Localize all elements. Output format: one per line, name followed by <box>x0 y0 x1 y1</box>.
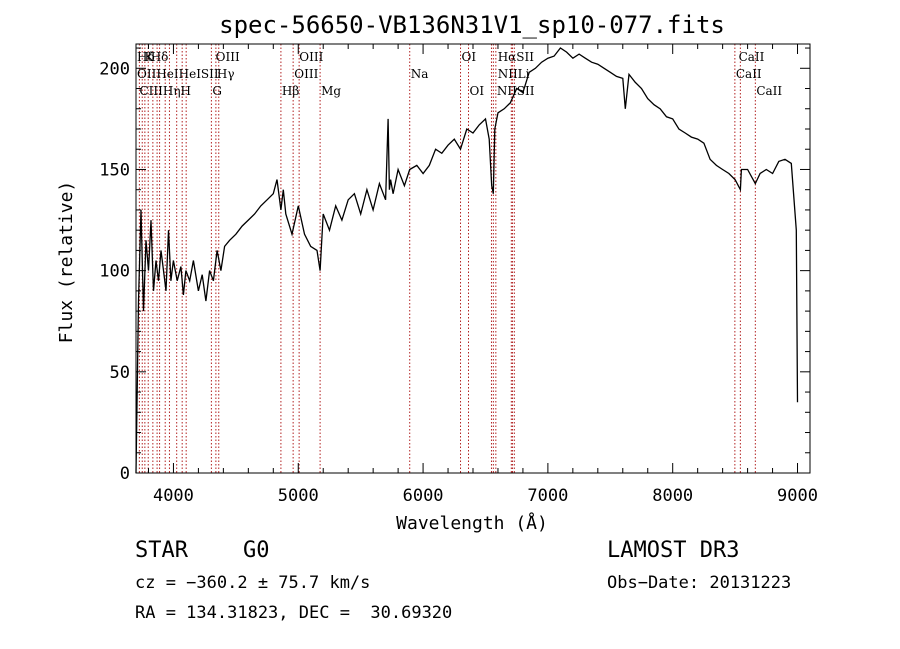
x-axis-label: Wavelength (Å) <box>396 512 548 534</box>
line-label-top-row-7: CaII <box>739 50 765 64</box>
axes: 4000 5000 6000 7000 8000 9000 0 50 100 150 200 <box>99 44 818 506</box>
spectrum-series <box>135 47 799 474</box>
line-label-top-row-6: HαSII <box>498 50 535 64</box>
object-subclass: G0 <box>243 538 270 563</box>
y-axis-label: Flux (relative) <box>56 181 77 344</box>
y-tick-label-2: 100 <box>99 262 130 282</box>
line-label-mid-row-5: CaII <box>736 67 762 81</box>
chart-title: spec-56650-VB136N31V1_sp10-077.fits <box>219 11 725 39</box>
emission-line-markers <box>138 44 756 473</box>
x-tick-label-1: 5000 <box>278 486 319 506</box>
line-label-bottom-row-6: CaII <box>756 84 782 98</box>
y-tick-label-1: 50 <box>110 363 130 383</box>
survey-name: LAMOST DR3 <box>607 538 740 563</box>
x-tick-label-2: 6000 <box>403 486 444 506</box>
line-label-top-row-5: OI <box>462 50 477 64</box>
redshift-velocity: cz = −360.2 ± 75.7 km/s <box>135 573 371 593</box>
y-tick-label-4: 200 <box>99 59 130 79</box>
line-label-top-row-1: K <box>144 50 154 64</box>
coordinates: RA = 134.31823, DEC = 30.69320 <box>135 603 453 623</box>
line-label-mid-row-4: NIILi <box>498 67 530 81</box>
line-label-bottom-row-4: OI <box>470 84 485 98</box>
line-label-bottom-row-3: Mg <box>321 84 341 98</box>
line-label-top-row-4: OIII <box>299 50 323 64</box>
plot-frame <box>135 43 811 474</box>
line-label-bottom-row-2: Hβ <box>282 84 299 98</box>
x-tick-label-0: 4000 <box>153 486 194 506</box>
y-tick-label-3: 150 <box>99 160 130 180</box>
x-tick-label-5: 9000 <box>777 486 818 506</box>
line-label-mid-row-0: OIIHeIHeISII <box>137 67 219 81</box>
line-label-mid-row-1: Hγ <box>217 67 235 81</box>
object-class: STAR <box>135 538 188 563</box>
line-label-top-row-2: Hδ <box>151 50 169 64</box>
x-tick-label-3: 7000 <box>527 486 568 506</box>
y-tick-label-0: 0 <box>120 464 130 484</box>
observation-date: Obs−Date: 20131223 <box>607 573 792 593</box>
x-tick-label-4: 8000 <box>652 486 693 506</box>
line-label-bottom-row-1: G <box>212 84 222 98</box>
line-label-mid-row-3: Na <box>411 67 429 81</box>
line-label-top-row-3: OIII <box>216 50 240 64</box>
line-label-top-row-0: Hδ <box>137 50 155 64</box>
line-label-mid-row-2: OIII <box>294 67 318 81</box>
line-label-bottom-row-0: CIIIHηH <box>139 84 191 98</box>
